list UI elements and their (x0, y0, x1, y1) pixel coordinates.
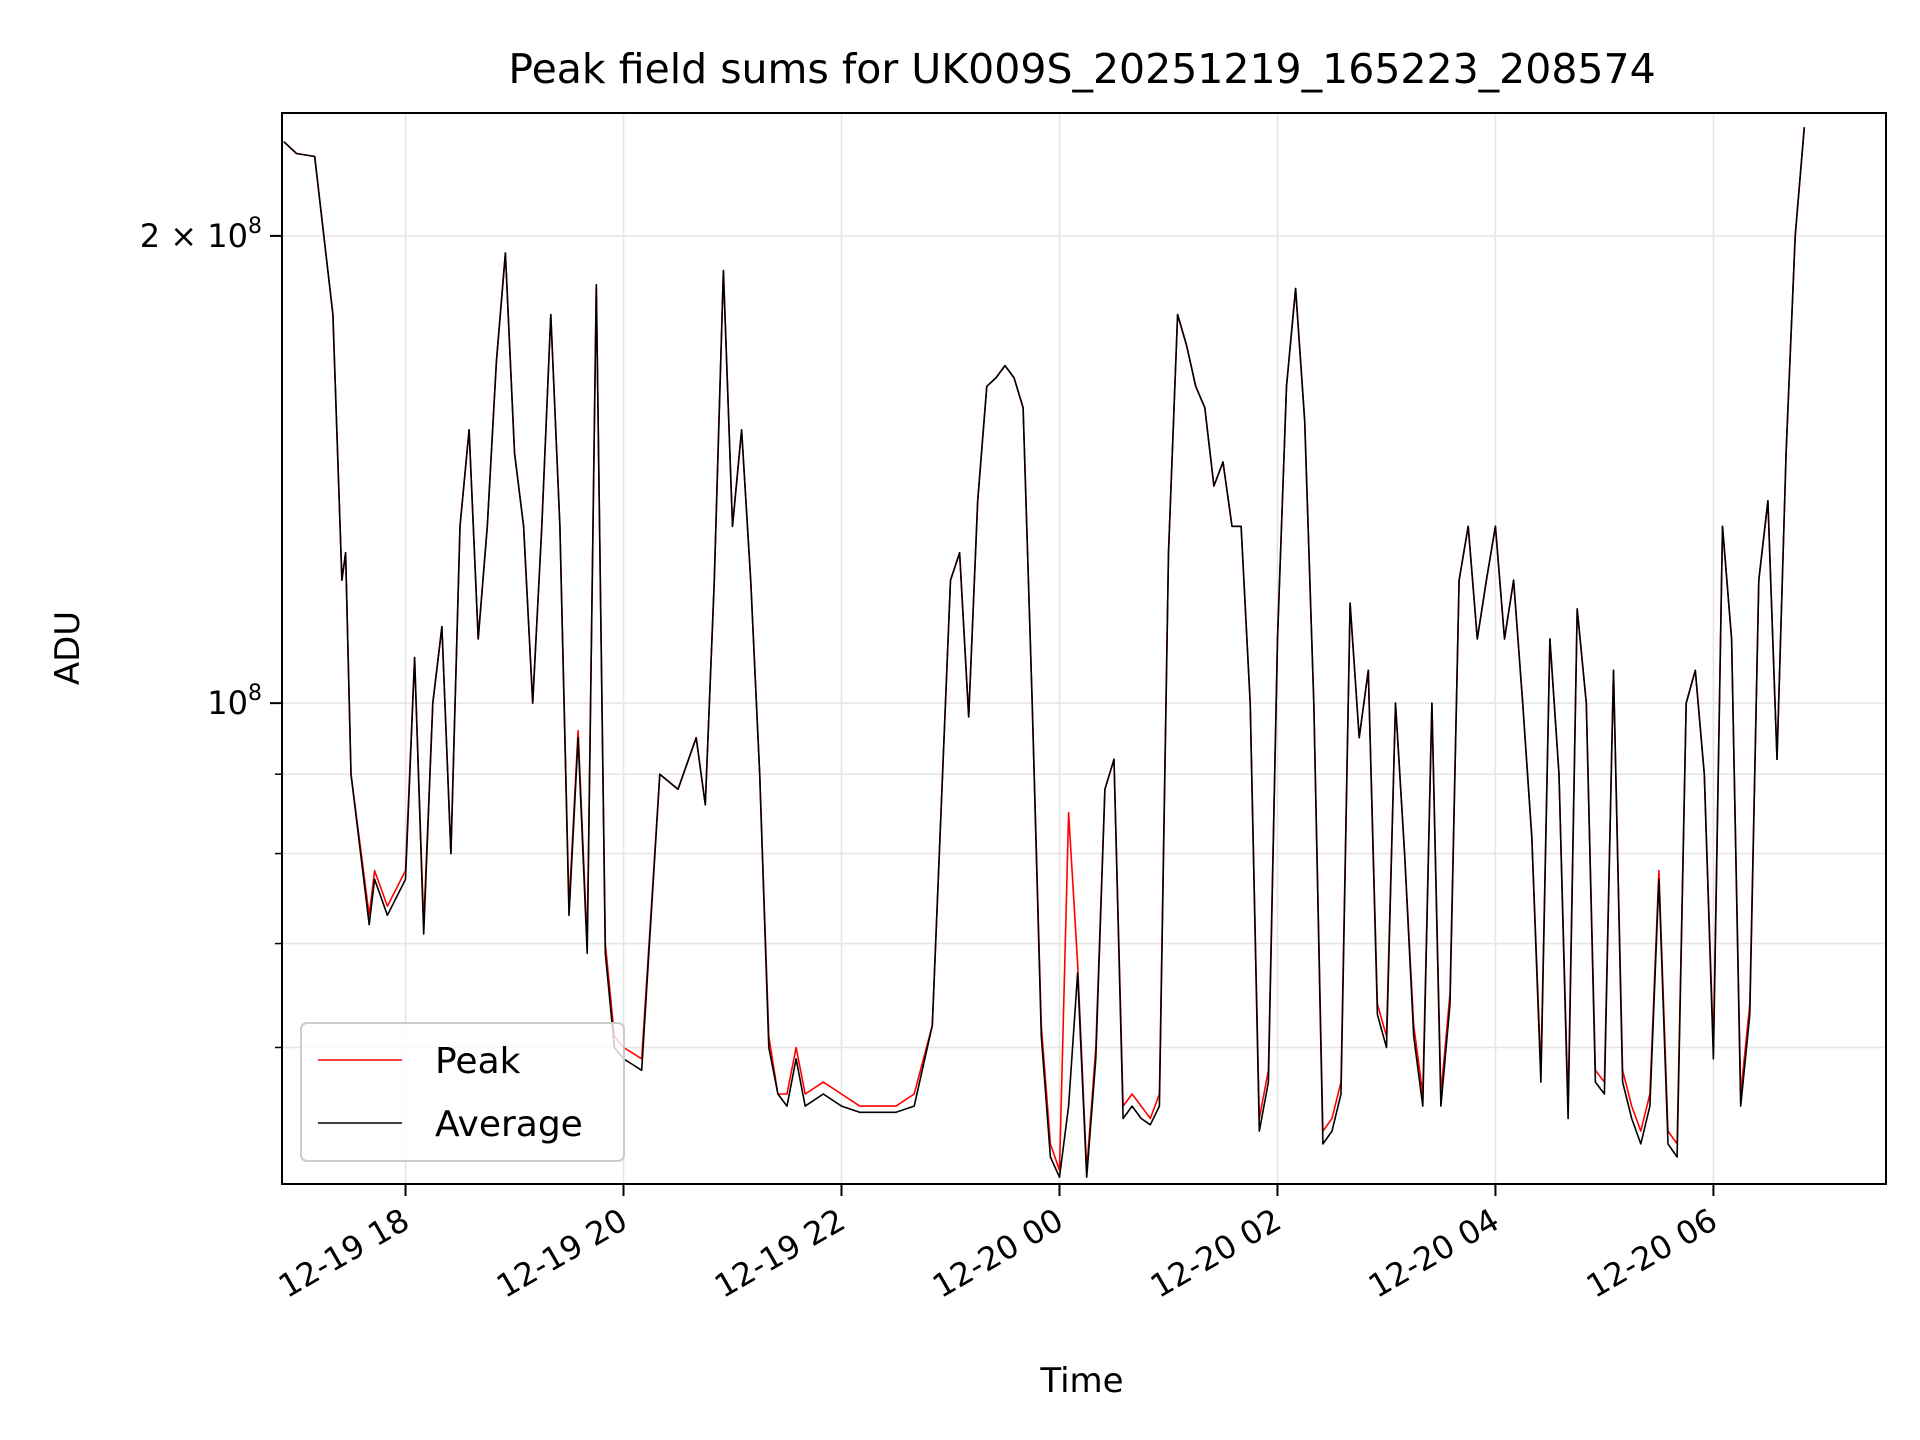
legend: Peak Average (300, 1022, 625, 1162)
plot-area (282, 113, 1886, 1184)
plot-frame (281, 112, 1887, 1185)
x-axis-label: Time (1039, 1361, 1123, 1401)
y-axis-ticks: 2 × 108 108 (140, 214, 282, 1049)
y-axis-label: ADU (48, 611, 88, 685)
y-tick-label: 108 (207, 681, 262, 722)
legend-box (300, 1022, 625, 1162)
series-line-average (283, 127, 1806, 1178)
y-tick-label: 2 × 108 (140, 214, 262, 255)
chart-title: Peak field sums for UK009S_20251219_1652… (508, 45, 1655, 93)
legend-label-peak: Peak (435, 1041, 521, 1082)
legend-label-average: Average (435, 1104, 583, 1145)
